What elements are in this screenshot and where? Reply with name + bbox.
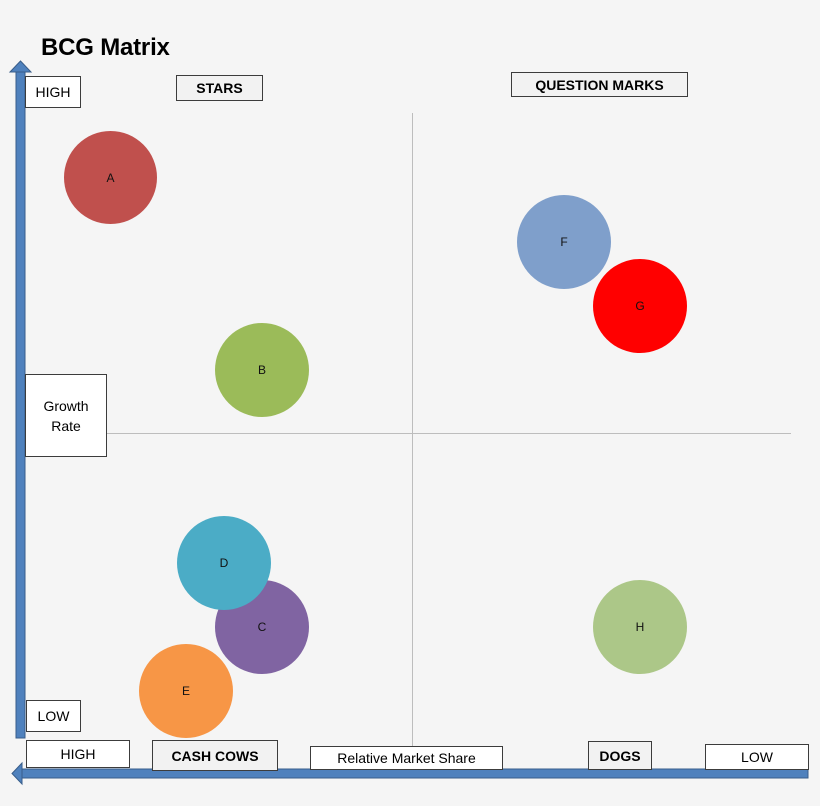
bubble-h: H [593, 580, 687, 674]
bubble-label: B [257, 363, 266, 377]
bubble-d: D [177, 516, 271, 610]
bubble-label: C [257, 620, 267, 634]
x-axis-label: Relative Market Share [310, 746, 503, 770]
quadrant-label-dogs: DOGS [588, 741, 652, 770]
page-title: BCG Matrix [41, 34, 170, 61]
vertical-divider [412, 113, 413, 746]
quadrant-label-question-marks: QUESTION MARKS [511, 72, 688, 97]
bubble-label: G [635, 299, 645, 313]
y-axis-label: Growth Rate [25, 374, 107, 457]
quadrant-label-stars: STARS [176, 75, 263, 101]
x-axis-arrowhead [11, 761, 23, 786]
x-axis-arrow [21, 768, 809, 779]
quadrant-label-cash-cows: CASH COWS [152, 740, 278, 771]
x-axis-low-label: LOW [705, 744, 809, 770]
bubble-g: G [593, 259, 687, 353]
bubble-a: A [64, 131, 157, 224]
bubble-label: D [219, 556, 229, 570]
y-axis-arrowhead [8, 60, 33, 73]
bubble-b: B [215, 323, 309, 417]
y-axis-low-label: LOW [26, 700, 81, 732]
bubble-f: F [517, 195, 611, 289]
horizontal-divider [107, 433, 791, 434]
bubble-label: E [181, 684, 190, 698]
y-axis-label-line2: Rate [51, 417, 81, 434]
y-axis-high-label: HIGH [25, 76, 81, 108]
y-axis-label-line1: Growth [43, 397, 89, 414]
y-axis-arrow [15, 71, 26, 739]
bubble-e: E [139, 644, 233, 738]
bubble-label: A [106, 170, 115, 185]
bubble-label: H [635, 620, 645, 634]
bubble-label: F [560, 235, 568, 249]
x-axis-high-label: HIGH [26, 740, 130, 768]
